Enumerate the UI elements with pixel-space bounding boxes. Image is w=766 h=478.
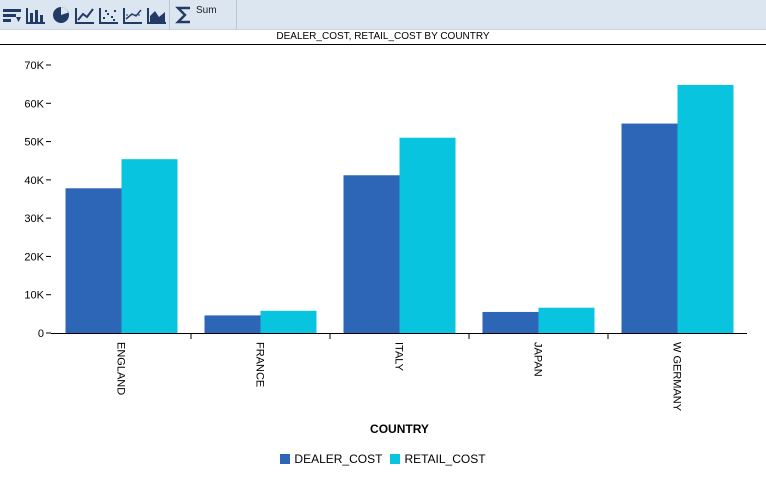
bar — [399, 137, 456, 333]
bar — [65, 188, 122, 333]
pie-chart-icon[interactable] — [50, 4, 72, 26]
legend-swatch — [390, 454, 401, 464]
legend: DEALER_COST RETAIL_COST — [0, 452, 766, 466]
title-divider — [0, 44, 766, 45]
legend-label: DEALER_COST — [294, 452, 383, 466]
toolbar-separator — [169, 0, 170, 30]
toolbar: Sum — [0, 0, 766, 30]
bar — [204, 315, 261, 333]
bar-chart-icon[interactable] — [25, 4, 47, 26]
legend-item-retail-cost[interactable]: RETAIL_COST — [390, 452, 486, 466]
y-tick-label: 20K — [24, 251, 44, 263]
y-tick-label: 40K — [24, 175, 44, 187]
area-chart-icon[interactable] — [146, 4, 168, 26]
toolbar-separator — [236, 0, 237, 30]
sort-icon[interactable] — [1, 4, 23, 26]
x-tick-label: ENGLAND — [115, 342, 127, 395]
legend-swatch — [280, 454, 291, 464]
line-chart-icon[interactable] — [74, 4, 96, 26]
x-tick-label: JAPAN — [532, 342, 544, 377]
sum-label[interactable]: Sum — [196, 5, 217, 16]
chart-title: DEALER_COST, RETAIL_COST BY COUNTRY — [276, 31, 490, 42]
y-tick-label: 60K — [24, 98, 44, 110]
bar — [482, 311, 539, 333]
y-tick-label: 30K — [24, 213, 44, 225]
y-tick-label: 10K — [24, 290, 44, 302]
x-tick-label: FRANCE — [254, 342, 266, 387]
legend-item-dealer-cost[interactable]: DEALER_COST — [280, 452, 382, 466]
legend-label: RETAIL_COST — [404, 452, 486, 466]
trend-chart-icon[interactable] — [122, 4, 144, 26]
bar — [343, 175, 400, 333]
sum-icon[interactable] — [173, 4, 195, 26]
y-tick-label: 70K — [24, 60, 44, 72]
y-tick-label: 50K — [24, 137, 44, 149]
scatter-chart-icon[interactable] — [98, 4, 120, 26]
x-tick-label: ITALY — [393, 342, 405, 372]
bar — [621, 123, 678, 333]
bar — [677, 84, 734, 333]
y-tick-label: 0 — [38, 328, 44, 340]
bar — [538, 307, 595, 333]
bar — [121, 159, 178, 333]
x-tick-label: W GERMANY — [671, 342, 683, 412]
bar — [260, 310, 317, 333]
x-axis-title: COUNTRY — [370, 422, 429, 436]
